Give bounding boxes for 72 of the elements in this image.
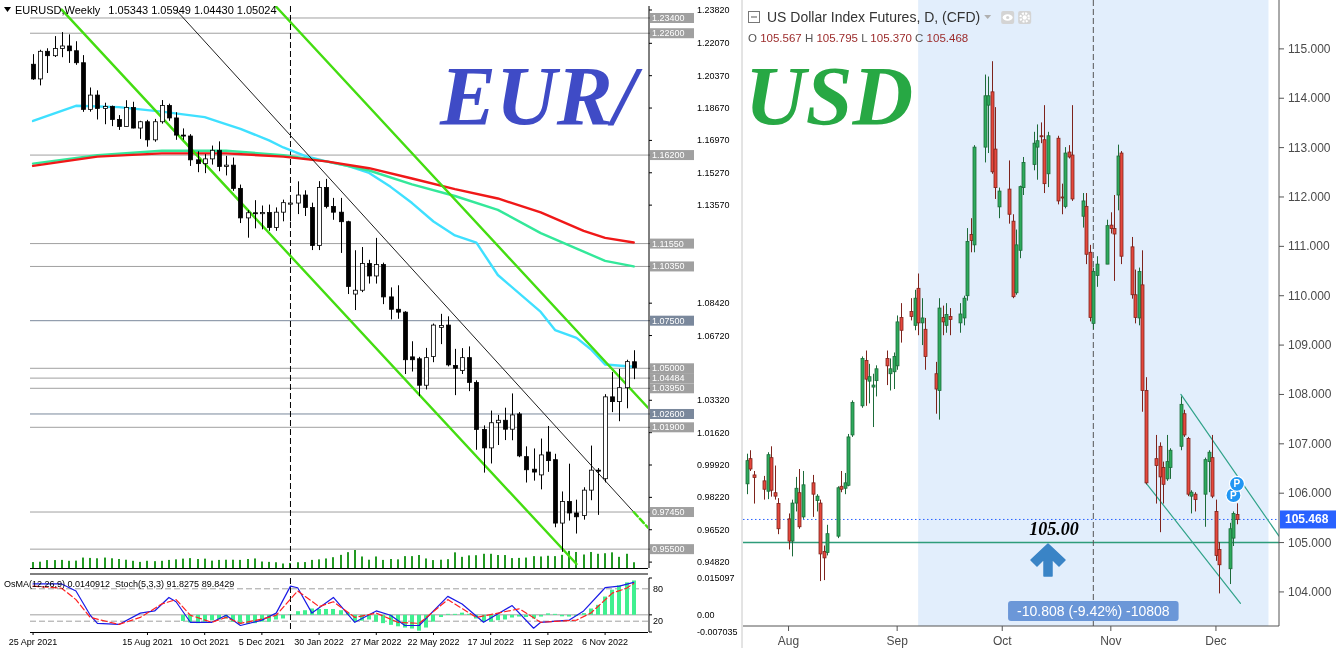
y2-tick-label: 20 [653,616,664,627]
ref-line-label: 1.22600 [652,28,685,39]
ref-line-label: 1.23400 [652,12,685,23]
y-tick-label: 1.15270 [697,167,730,178]
y-tick-label: 1.06720 [697,330,730,341]
x-tick-label: Dec [1205,634,1227,648]
y-tick-label: 109.000 [1288,338,1332,353]
annotation: P [1230,489,1238,501]
annotation: EUR/ [439,50,643,143]
y2-tick-label: 80 [653,583,664,594]
x-tick-label: 25 Apr 2021 [8,637,58,647]
x-tick-label: 11 Sep 2022 [522,637,574,647]
ref-line-label: 1.03950 [652,383,685,394]
ref-line-label: 105.468 [1285,512,1329,527]
ref-line-label: 1.11550 [652,238,684,249]
ref-line-label: 1.04484 [652,373,685,384]
annotation: USD [745,50,914,143]
y-tick-label: 106.000 [1288,486,1332,501]
y-tick-label: 114.000 [1288,91,1331,106]
y-tick-label: 1.08420 [697,298,730,309]
x-tick-label: 6 Nov 2022 [582,637,629,647]
chart-title: OsMA(12,26,9) 0.0140912 Stoch(5,3,3) 91.8275 89.8429 [4,579,235,589]
text: US Dollar Index Futures, D, (CFD) [767,9,981,25]
x-tick-label: Nov [1100,634,1122,648]
annotation: P [1233,478,1241,490]
y-tick-label: 1.01620 [697,427,730,438]
ref-line-label: 1.02600 [652,408,685,419]
y-tick-label: 108.000 [1288,387,1332,402]
y-tick-label: 113.000 [1288,140,1331,155]
y-tick-label: 115.000 [1288,41,1331,56]
y-tick-label: 0.015097 [697,573,735,583]
y-tick-label: 0.00 [697,609,715,620]
y-tick-label: 1.23820 [697,5,730,15]
ref-line-label: 0.95500 [652,544,685,555]
x-tick-label: 10 Oct 2021 [180,637,230,647]
ref-line-label: 1.16200 [652,150,685,161]
y-tick-label: 1.13570 [697,200,730,211]
y-tick-label: 105.000 [1288,535,1332,550]
ref-line-label: 1.01900 [652,422,685,433]
y-tick-label: 1.16970 [697,135,730,146]
ref-line-label: 1.07500 [652,315,685,326]
ref-line-label: 1.05000 [652,363,685,374]
y-tick-label: 1.18670 [697,103,730,114]
ref-line-label: 105.00 [1029,518,1079,539]
y-tick-label: 1.22070 [697,38,730,49]
x-tick-label: 22 May 2022 [407,637,460,647]
x-tick-label: 15 Aug 2021 [122,637,173,647]
y-tick-label: 111.000 [1288,239,1330,254]
y-tick-label: 112.000 [1288,189,1331,204]
x-tick-label: 17 Jul 2022 [467,637,514,647]
x-tick-label: 27 Mar 2022 [351,637,402,647]
chart-subtitle: 1.05343 1.05949 1.04430 1.05024 [108,4,277,16]
x-tick-label: Oct [992,634,1013,648]
y-tick-label: -0.007035 [697,627,738,637]
x-tick-label: 5 Dec 2021 [238,637,285,647]
y-tick-label: 1.03320 [697,395,730,406]
ref-line-label: 0.97450 [652,507,685,518]
y-tick-label: 0.98220 [697,492,730,503]
y-tick-label: 0.94820 [697,557,730,568]
band-label: -10.808 (-9.42%) -10808 [1017,603,1170,619]
y-tick-label: 1.20370 [697,70,730,81]
y-tick-label: 0.96520 [697,524,730,535]
y-tick-label: 107.000 [1288,436,1332,451]
y-tick-label: 104.000 [1288,584,1332,599]
x-tick-label: Aug [777,634,800,648]
x-tick-label: Sep [886,634,909,648]
y-tick-label: 110.000 [1288,288,1331,303]
ref-line-label: 1.10350 [652,261,685,272]
text: O 105.567 H 105.795 L 105.370 C 105.468 [748,32,969,44]
chart-title: EURUSD,Weekly [15,4,101,16]
x-tick-label: 30 Jan 2022 [294,637,344,647]
y-tick-label: 0.99920 [697,460,730,470]
